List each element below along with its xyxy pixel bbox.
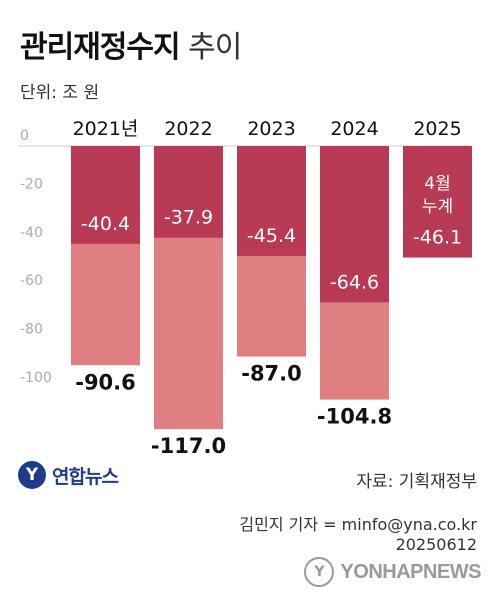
yonhap-logo-icon: Y (18, 461, 46, 489)
chart-title: 관리재정수지 추이 (20, 22, 242, 66)
y-tick-label: 0 (20, 128, 29, 144)
bar-partial (154, 146, 223, 238)
title-sub: 추이 (188, 30, 242, 65)
partial-value-label: -37.9 (164, 207, 213, 229)
source-label: 자료: 기획재정부 (356, 472, 477, 492)
total-value-label: -104.8 (317, 405, 392, 429)
watermark: Y YONHAPNEWS (304, 557, 481, 587)
partial-value-label: -45.4 (247, 225, 296, 247)
credit-block: 김민지 기자 = minfo@yna.co.kr 20250612 (239, 515, 477, 555)
y-tick-label: -40 (20, 225, 43, 241)
y-tick-label: -60 (20, 273, 43, 289)
unit-label: 단위: 조 원 (20, 83, 100, 103)
watermark-logo-icon: Y (304, 557, 335, 587)
bar-partial (237, 146, 306, 256)
partial-value-label: -64.6 (330, 271, 379, 293)
logo-text: 연합뉴스 (52, 465, 119, 488)
title-main: 관리재정수지 (20, 30, 181, 65)
watermark-text: YONHAPNEWS (340, 560, 481, 583)
partial-note-label: 4월 (424, 174, 450, 194)
credit-reporter: 김민지 기자 = minfo@yna.co.kr (239, 515, 477, 534)
publisher-logo: Y 연합뉴스 (18, 461, 119, 489)
y-tick-label: -20 (20, 176, 43, 192)
partial-value-label: -40.4 (81, 213, 130, 235)
credit-date: 20250612 (395, 535, 477, 554)
x-tick-label: 2022 (164, 118, 212, 140)
bar-partial (320, 146, 389, 303)
x-tick-label: 2023 (247, 118, 295, 140)
bar-partial (71, 146, 140, 244)
partial-note-label: 누계 (422, 197, 453, 217)
x-tick-label: 2024 (330, 118, 378, 140)
total-value-label: -90.6 (75, 370, 136, 394)
bar-partial (403, 146, 472, 258)
y-tick-label: -80 (20, 322, 43, 338)
y-tick-label: -100 (20, 370, 52, 386)
x-tick-label: 2025 (413, 118, 461, 140)
partial-value-label: -46.1 (413, 227, 462, 249)
total-value-label: -87.0 (241, 362, 302, 386)
total-value-label: -117.0 (151, 434, 226, 458)
x-tick-label: 2021년 (73, 118, 139, 140)
